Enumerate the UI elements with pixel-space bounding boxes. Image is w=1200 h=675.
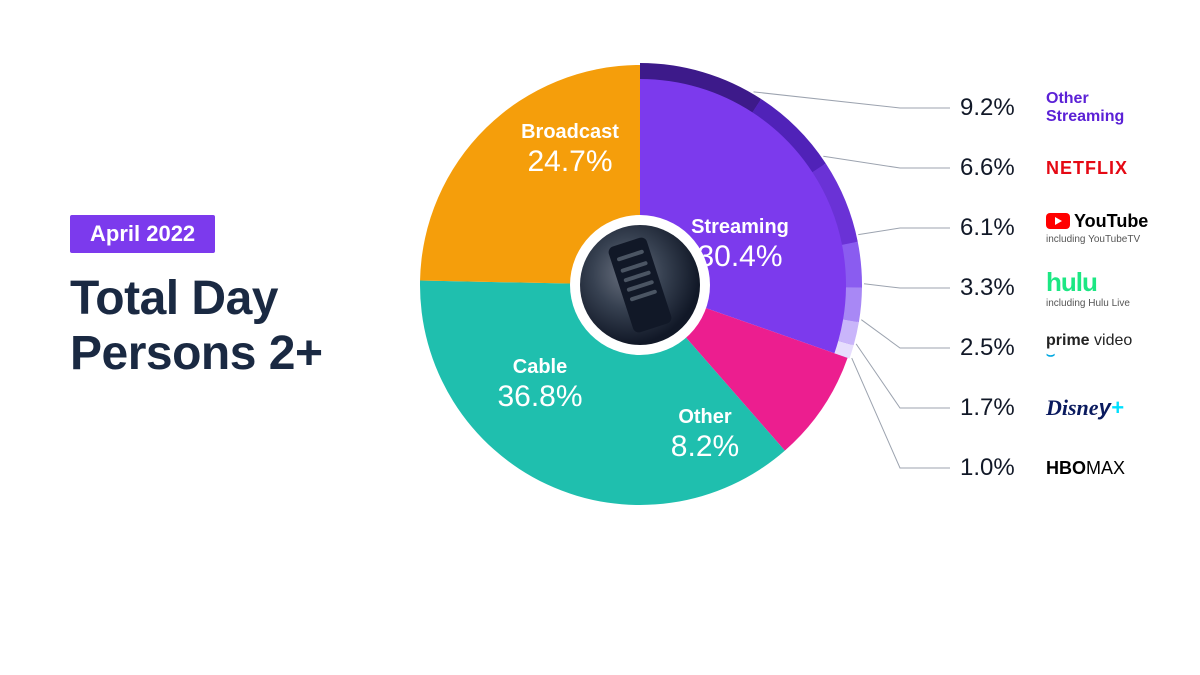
legend-row: 3.3% huluincluding Hulu Live — [960, 258, 1148, 318]
brand-label: Disney+ — [1046, 395, 1124, 421]
legend-brand: Disney+ — [1046, 395, 1124, 421]
legend-percent: 2.5% — [960, 334, 1030, 362]
brand-label: NETFLIX — [1046, 158, 1128, 179]
leader-line — [861, 320, 950, 348]
legend-brand: NETFLIX — [1046, 158, 1128, 179]
legend-brand: OtherStreaming — [1046, 90, 1124, 125]
legend-percent: 6.1% — [960, 214, 1030, 242]
brand-label: hulu — [1046, 267, 1130, 298]
legend-brand: YouTubeincluding YouTubeTV — [1046, 211, 1148, 246]
pie-center — [570, 215, 710, 355]
legend-percent: 1.7% — [960, 394, 1030, 422]
tv-remote-icon — [607, 236, 673, 334]
brand-subtitle: including YouTubeTV — [1046, 234, 1148, 245]
title-line-1: Total Day — [70, 272, 278, 325]
center-image-remote — [580, 225, 700, 345]
legend-brand: huluincluding Hulu Live — [1046, 267, 1130, 309]
legend-row: 2.5% prime video⌣ — [960, 318, 1148, 378]
streaming-rim-segment — [843, 287, 862, 322]
brand-label: YouTube — [1046, 211, 1148, 235]
brand-label: prime video⌣ — [1046, 334, 1132, 363]
legend-row: 6.6% NETFLIX — [960, 138, 1148, 198]
brand-label: OtherStreaming — [1046, 90, 1124, 125]
legend-percent: 1.0% — [960, 454, 1030, 482]
leader-line — [856, 344, 950, 408]
main-title: Total Day Persons 2+ — [70, 271, 322, 381]
legend-percent: 3.3% — [960, 274, 1030, 302]
leader-line — [864, 284, 950, 288]
pie-chart: Streaming30.4%Other8.2%Cable36.8%Broadca… — [410, 55, 870, 515]
brand-subtitle: including Hulu Live — [1046, 298, 1130, 309]
legend-brand: prime video⌣ — [1046, 334, 1132, 363]
brand-label: HBOMAX — [1046, 458, 1125, 479]
legend-percent: 6.6% — [960, 154, 1030, 182]
legend-row: 1.0% HBOMAX — [960, 438, 1148, 498]
title-line-2: Persons 2+ — [70, 327, 322, 380]
legend-row: 1.7% Disney+ — [960, 378, 1148, 438]
legend-row: 6.1% YouTubeincluding YouTubeTV — [960, 198, 1148, 258]
streaming-legend: 9.2% OtherStreaming 6.6% NETFLIX 6.1% YouTube… — [960, 78, 1148, 498]
leader-line — [858, 228, 950, 235]
legend-row: 9.2% OtherStreaming — [960, 78, 1148, 138]
title-block: April 2022 Total Day Persons 2+ — [70, 215, 322, 381]
legend-brand: HBOMAX — [1046, 458, 1125, 479]
date-badge: April 2022 — [70, 215, 215, 253]
legend-percent: 9.2% — [960, 94, 1030, 122]
